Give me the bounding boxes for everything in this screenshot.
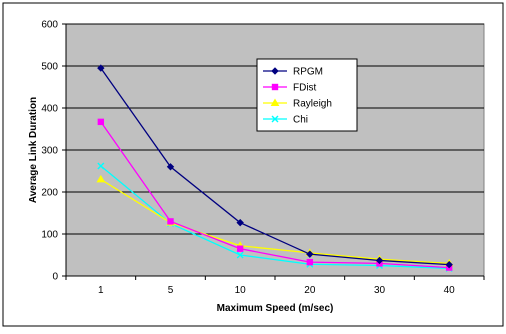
- legend-marker: [270, 98, 280, 106]
- data-point: [306, 250, 314, 258]
- series-line: [100, 178, 450, 265]
- data-point: [97, 64, 105, 72]
- x-tick-label: 5: [168, 285, 174, 296]
- x-tick-label: 30: [374, 285, 386, 296]
- legend-label: Rayleigh: [293, 99, 332, 110]
- y-tick-label: 400: [41, 104, 58, 115]
- series-lines: [96, 64, 454, 272]
- x-tick-label: 1: [98, 285, 104, 296]
- legend-item: Chi: [263, 115, 308, 126]
- series-rpgm: [97, 64, 453, 269]
- legend-label: FDist: [293, 83, 317, 94]
- data-point: [97, 162, 105, 170]
- y-tick-label: 500: [41, 62, 58, 73]
- data-point: [236, 218, 244, 227]
- y-tick-label: 100: [41, 230, 58, 241]
- legend: RPGM FDist Rayleigh Chi: [256, 58, 358, 132]
- data-point: [306, 258, 314, 266]
- y-tick-label: 200: [41, 188, 58, 199]
- legend-item: RPGM: [263, 67, 323, 78]
- legend-marker: [271, 115, 279, 123]
- y-tick-label: 0: [52, 272, 58, 283]
- x-tick-label: 10: [235, 285, 247, 296]
- legend-label: RPGM: [293, 67, 323, 78]
- series-line: [100, 165, 450, 270]
- data-point: [236, 251, 244, 259]
- series-line: [100, 121, 450, 269]
- y-tick-label: 300: [41, 146, 58, 157]
- data-point: [96, 174, 106, 183]
- legend-marker: [271, 83, 279, 91]
- data-point: [236, 245, 244, 252]
- legend-label: Chi: [293, 115, 308, 126]
- data-point: [445, 260, 453, 269]
- axes: 0 100 200 300 400 500 600 1 5 10 20 30 40: [41, 20, 485, 296]
- legend-marker: [271, 67, 279, 75]
- data-point: [375, 256, 384, 265]
- x-axis-title: Maximum Speed (m/sec): [217, 303, 334, 314]
- legend-item: FDist: [263, 83, 317, 94]
- data-point: [97, 118, 105, 126]
- y-tick-label: 600: [41, 20, 58, 31]
- y-axis-title: Average Link Duration: [28, 97, 39, 203]
- data-point: [167, 218, 174, 225]
- series-line: [100, 67, 450, 266]
- x-tick-label: 40: [444, 285, 456, 296]
- data-point: [166, 163, 175, 171]
- legend-item: Rayleigh: [263, 99, 332, 110]
- x-tick-label: 20: [304, 285, 316, 296]
